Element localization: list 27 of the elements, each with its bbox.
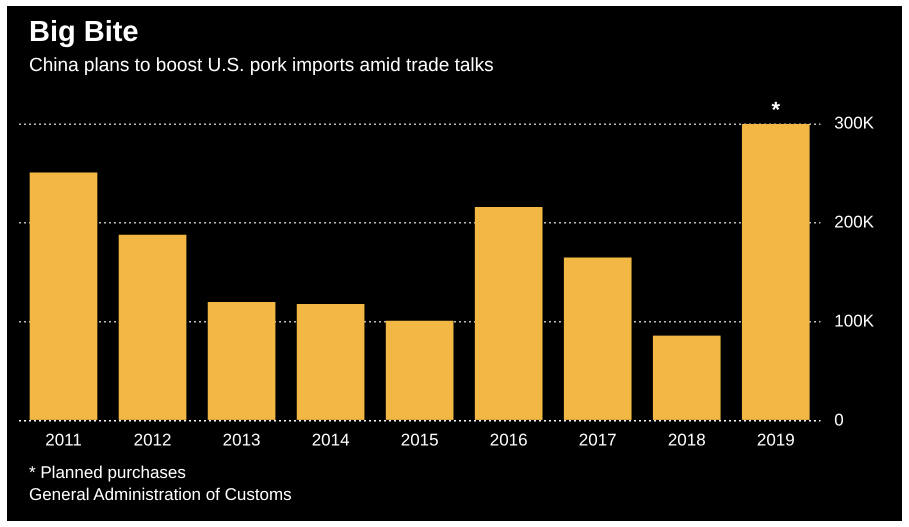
x-tick-label: 2018 [668, 430, 706, 450]
bar [296, 304, 364, 420]
y-tick-label: 200K [834, 212, 875, 232]
bar [474, 207, 543, 420]
x-tick-label: 2017 [578, 430, 617, 450]
bar [564, 257, 632, 420]
x-tick-label: 2013 [222, 430, 260, 450]
x-tick-label: 2019 [756, 430, 795, 450]
x-tick-label: 2012 [134, 430, 172, 450]
y-tick-label: 0 [834, 410, 844, 430]
y-tick-label: 300K [834, 114, 875, 133]
x-tick-label: 2014 [312, 430, 350, 450]
bar [118, 234, 186, 420]
chart-subtitle: China plans to boost U.S. pork imports amid trade talks [29, 55, 494, 77]
bar [386, 320, 454, 420]
y-tick-label: 100K [834, 311, 875, 330]
bar [652, 336, 721, 420]
text: * Planned purchases [29, 462, 187, 484]
annotation: * [772, 97, 780, 122]
x-tick-label: 2016 [490, 430, 528, 450]
x-tick-label: 2015 [400, 430, 439, 450]
x-tick-label: 2011 [45, 430, 82, 450]
chart-title: Big Bite [29, 16, 139, 49]
bar [30, 172, 98, 420]
bar [208, 302, 276, 420]
bar [742, 124, 810, 420]
text: General Administration of Customs [29, 484, 292, 506]
